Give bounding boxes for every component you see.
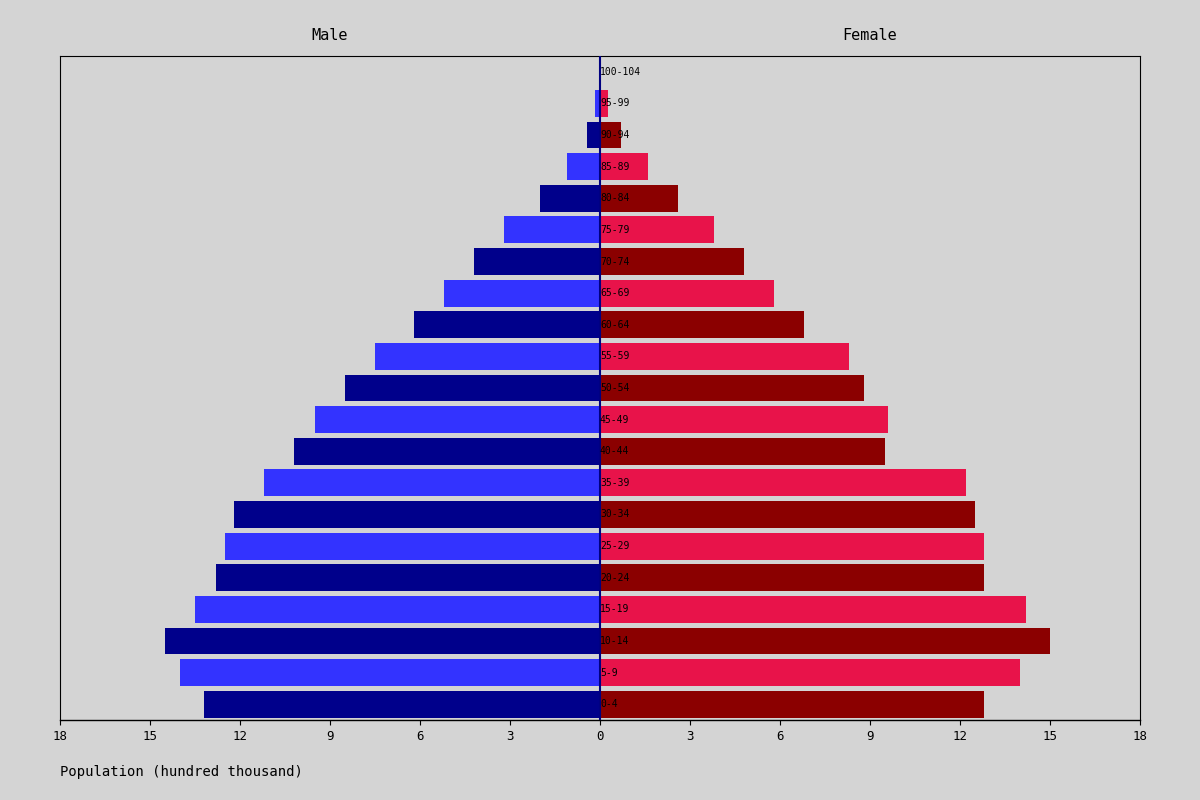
Bar xyxy=(600,154,648,180)
Bar xyxy=(166,627,600,654)
Text: 55-59: 55-59 xyxy=(600,351,629,362)
Bar xyxy=(600,217,714,243)
Text: Male: Male xyxy=(312,28,348,43)
Text: 45-49: 45-49 xyxy=(600,414,629,425)
Text: 65-69: 65-69 xyxy=(600,288,629,298)
Bar xyxy=(264,470,600,496)
Text: 80-84: 80-84 xyxy=(600,194,629,203)
Bar xyxy=(216,564,600,591)
Text: 100-104: 100-104 xyxy=(600,67,641,77)
Text: 20-24: 20-24 xyxy=(600,573,629,582)
Bar xyxy=(234,501,600,528)
Bar xyxy=(600,280,774,306)
Bar xyxy=(600,406,888,433)
Text: 90-94: 90-94 xyxy=(600,130,629,140)
Text: 15-19: 15-19 xyxy=(600,604,629,614)
Bar xyxy=(414,311,600,338)
Bar xyxy=(600,659,1020,686)
Text: Population (hundred thousand): Population (hundred thousand) xyxy=(60,765,302,779)
Bar xyxy=(600,248,744,275)
Bar xyxy=(600,122,622,149)
Bar xyxy=(600,596,1026,622)
Bar xyxy=(600,470,966,496)
Bar xyxy=(600,627,1050,654)
Bar xyxy=(600,374,864,402)
Bar xyxy=(504,217,600,243)
Text: 95-99: 95-99 xyxy=(600,98,629,109)
Bar xyxy=(587,122,600,149)
Text: 70-74: 70-74 xyxy=(600,257,629,266)
Bar xyxy=(600,58,601,86)
Text: 30-34: 30-34 xyxy=(600,510,629,519)
Bar xyxy=(600,690,984,718)
Bar xyxy=(374,343,600,370)
Bar xyxy=(600,343,850,370)
Text: 25-29: 25-29 xyxy=(600,541,629,551)
Bar xyxy=(600,311,804,338)
Bar xyxy=(180,659,600,686)
Bar xyxy=(599,58,600,86)
Bar xyxy=(294,438,600,465)
Text: 60-64: 60-64 xyxy=(600,320,629,330)
Bar xyxy=(194,596,600,622)
Bar xyxy=(595,90,600,117)
Bar xyxy=(600,185,678,212)
Text: Female: Female xyxy=(842,28,898,43)
Bar xyxy=(346,374,600,402)
Text: 35-39: 35-39 xyxy=(600,478,629,488)
Bar xyxy=(226,533,600,559)
Text: 40-44: 40-44 xyxy=(600,446,629,456)
Bar xyxy=(600,533,984,559)
Bar xyxy=(600,90,607,117)
Bar xyxy=(600,438,886,465)
Bar xyxy=(600,501,974,528)
Text: 0-4: 0-4 xyxy=(600,699,618,709)
Bar xyxy=(568,154,600,180)
Bar xyxy=(600,564,984,591)
Bar xyxy=(314,406,600,433)
Bar xyxy=(444,280,600,306)
Bar xyxy=(474,248,600,275)
Text: 85-89: 85-89 xyxy=(600,162,629,172)
Text: 10-14: 10-14 xyxy=(600,636,629,646)
Text: 50-54: 50-54 xyxy=(600,383,629,393)
Text: 5-9: 5-9 xyxy=(600,667,618,678)
Text: 75-79: 75-79 xyxy=(600,225,629,235)
Bar xyxy=(540,185,600,212)
Bar xyxy=(204,690,600,718)
